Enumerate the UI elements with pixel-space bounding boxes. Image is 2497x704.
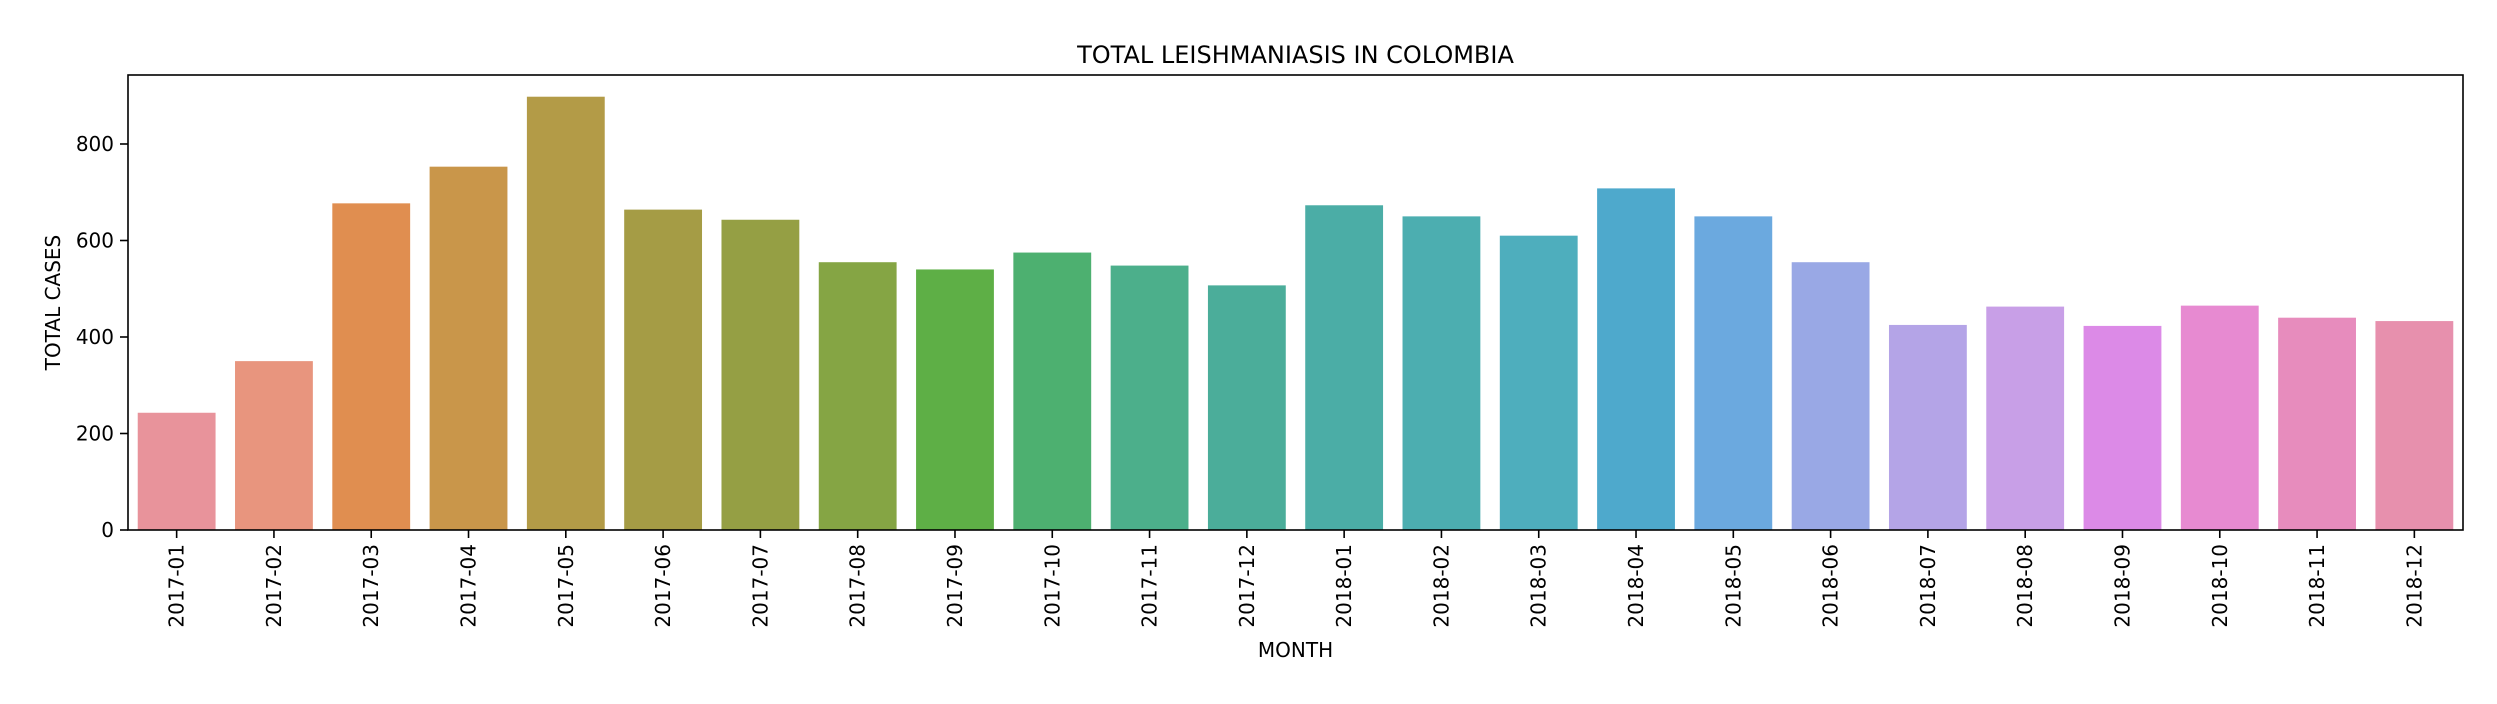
x-axis-label: MONTH [1258, 638, 1333, 662]
chart-title: TOTAL LEISHMANIASIS IN COLOMBIA [1076, 41, 1514, 69]
bar-2018-05 [1694, 216, 1773, 530]
bar-2017-02 [235, 361, 313, 530]
bar-2017-03 [332, 203, 411, 530]
x-tick-label: 2017-01 [165, 544, 189, 628]
y-tick-label: 400 [76, 325, 114, 349]
bars-group [137, 96, 2454, 531]
x-tick-label: 2018-11 [2305, 544, 2329, 628]
x-tick-label: 2017-03 [359, 544, 383, 628]
bar-2017-10 [1013, 252, 1092, 530]
bar-2017-01 [137, 412, 216, 530]
y-tick-label: 200 [76, 421, 114, 445]
bar-2017-08 [818, 262, 897, 530]
bar-2017-12 [1207, 285, 1286, 530]
x-tick-label: 2017-09 [943, 544, 967, 628]
x-tick-label: 2018-10 [2208, 544, 2232, 628]
bar-2017-04 [429, 166, 508, 530]
bar-2018-04 [1597, 188, 1675, 530]
x-tick-label: 2017-07 [748, 544, 772, 628]
x-tick-label: 2018-05 [1721, 544, 1745, 628]
y-tick-label: 800 [76, 132, 114, 156]
bar-2018-10 [2180, 305, 2259, 530]
bar-2017-06 [624, 209, 703, 531]
x-tick-label: 2017-05 [554, 544, 578, 628]
x-tick-label: 2018-02 [1429, 544, 1453, 628]
bar-2018-09 [2083, 325, 2162, 530]
bar-2018-08 [1986, 306, 2065, 530]
x-axis-ticks: 2017-01 2017-02 2017-03 2017-04 2017-05 2017-… [165, 530, 2426, 628]
y-tick-label: 600 [76, 228, 114, 252]
x-tick-label: 2018-01 [1332, 544, 1356, 628]
x-tick-label: 2017-08 [846, 544, 870, 628]
x-tick-label: 2018-04 [1624, 544, 1648, 628]
y-axis-ticks: 0 200 400 600 800 [76, 132, 128, 542]
x-tick-label: 2017-02 [262, 544, 286, 628]
bar-2017-09 [916, 269, 994, 530]
bar-2018-01 [1305, 205, 1384, 531]
y-axis-label: TOTAL CASES [41, 235, 65, 371]
bar-2017-05 [526, 96, 605, 530]
x-tick-label: 2018-07 [1916, 544, 1940, 628]
bar-2018-02 [1402, 216, 1481, 530]
y-tick-label: 0 [101, 518, 114, 542]
x-tick-label: 2018-08 [2013, 544, 2037, 628]
bar-2018-07 [1888, 324, 1967, 530]
x-tick-label: 2017-11 [1138, 544, 1162, 628]
x-tick-label: 2017-10 [1040, 544, 1064, 628]
bar-2017-07 [721, 219, 800, 530]
bar-2018-03 [1499, 235, 1578, 530]
x-tick-label: 2018-12 [2402, 544, 2426, 628]
x-tick-label: 2017-12 [1235, 544, 1259, 628]
x-tick-label: 2017-04 [457, 544, 481, 628]
x-tick-label: 2018-09 [2110, 544, 2134, 628]
bar-2018-11 [2278, 317, 2356, 530]
x-tick-label: 2018-03 [1527, 544, 1551, 628]
bar-2017-11 [1110, 265, 1189, 530]
bar-2018-12 [2375, 321, 2454, 530]
x-tick-label: 2018-06 [1819, 544, 1843, 628]
plot-frame [127, 74, 2464, 531]
bar-2018-06 [1791, 262, 1870, 530]
x-tick-label: 2017-06 [651, 544, 675, 628]
